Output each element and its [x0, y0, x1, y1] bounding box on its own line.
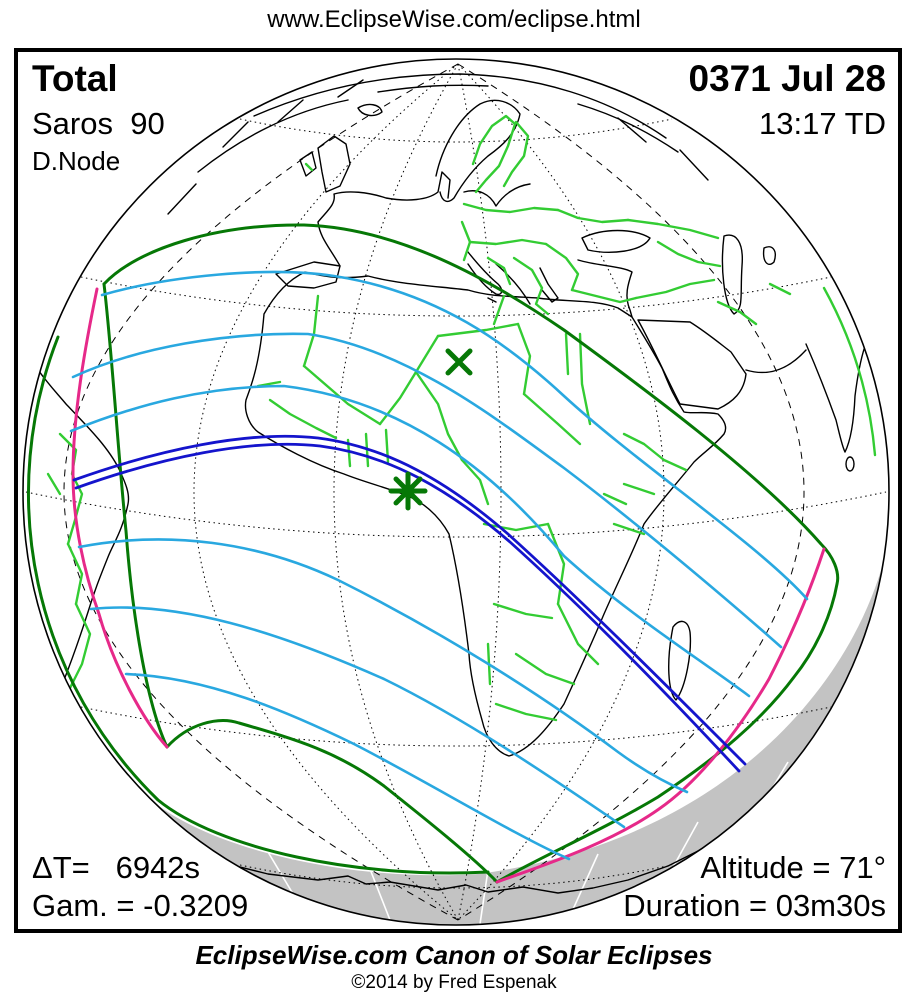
gamma-label: Gam. = -0.3209	[32, 888, 249, 924]
greatest-eclipse-marker	[388, 471, 428, 511]
eclipse-date-label: 0371 Jul 28	[688, 58, 886, 99]
country-borders	[46, 114, 877, 722]
node-label: D.Node	[32, 146, 121, 176]
asterisk-icon	[388, 471, 428, 511]
arctic-coast	[253, 73, 667, 139]
duration-label: Duration = 03m30s	[623, 888, 886, 924]
penumbra-limit-lines	[27, 223, 840, 884]
west-limb-limit	[27, 335, 490, 875]
north-umbral-limit	[72, 434, 747, 766]
globe-limb	[22, 58, 890, 926]
africa-coast	[244, 271, 727, 757]
ireland-coast	[299, 151, 317, 177]
antarctica-coast	[182, 817, 749, 894]
sunrise-curve	[71, 287, 169, 749]
iberia-coast	[275, 261, 341, 289]
south-penumbral-limit	[165, 719, 499, 884]
sunset-curve	[495, 547, 826, 884]
eclipse-type-label: Total	[32, 58, 118, 99]
x-icon	[445, 348, 473, 376]
rise-set-curves	[71, 287, 826, 884]
south-umbral-limit	[74, 442, 741, 773]
caspian-sea-coast	[721, 234, 743, 315]
canon-title: EclipseWise.com Canon of Solar Eclipses	[195, 940, 713, 970]
arabia-coast	[637, 319, 747, 410]
subsolar-marker	[445, 348, 473, 376]
madagascar-coast	[668, 620, 692, 701]
saros-label: Saros 90	[32, 106, 165, 141]
delta-t-label: ΔT= 6942s	[32, 850, 201, 886]
india-coast	[805, 337, 869, 453]
britain-coast	[317, 135, 351, 193]
eclipse-time-label: 13:17 TD	[759, 106, 886, 141]
iceland-coast	[357, 103, 383, 117]
page-url-title: www.EclipseWise.com/eclipse.html	[267, 6, 641, 33]
france-coast	[317, 171, 451, 267]
scandinavia-coast	[435, 99, 531, 207]
altitude-label: Altitude = 71°	[700, 850, 886, 886]
black-sea-coast	[581, 229, 651, 253]
magnitude-contour-lines	[69, 270, 809, 861]
west-limit-line	[102, 282, 169, 749]
copyright-notice: ©2014 by Fred Espenak	[351, 972, 557, 993]
eclipse-map-frame: Total Saros 90 D.Node 0371 Jul 28 13:17 …	[14, 48, 902, 933]
central-path-lines	[72, 434, 747, 773]
sri-lanka-coast	[845, 456, 855, 472]
north-penumbral-limit	[102, 223, 840, 884]
eclipse-globe-map	[22, 58, 890, 926]
